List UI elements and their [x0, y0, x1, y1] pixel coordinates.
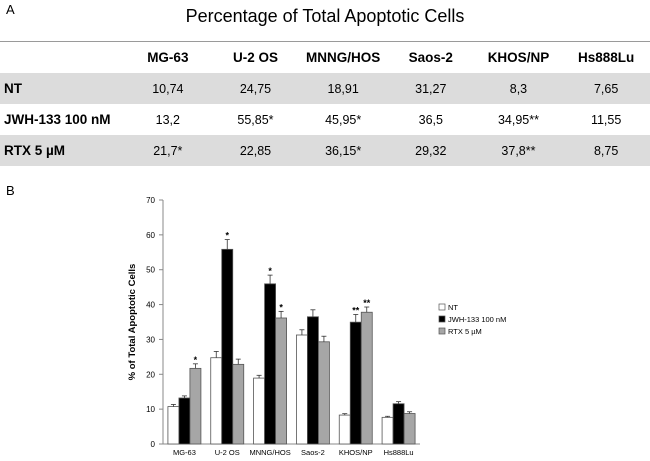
- table-cell: 8,3: [474, 73, 563, 104]
- bar: [349, 321, 362, 445]
- column-header: Saos-2: [386, 41, 475, 73]
- significance-marker: *: [279, 302, 283, 312]
- row-label: RTX 5 µM: [0, 135, 124, 166]
- bar: [307, 316, 319, 445]
- significance-marker: *: [268, 266, 272, 276]
- legend-swatch: [438, 303, 446, 311]
- panel-a-label: A: [6, 2, 15, 17]
- table-cell: 7,65: [562, 73, 650, 104]
- table-cell: 36,5: [418, 112, 443, 127]
- y-tick-label: 60: [146, 231, 155, 240]
- significance-marker: *: [194, 355, 198, 365]
- bar: [264, 283, 276, 445]
- bar: [167, 406, 180, 445]
- table-row: RTX 5 µM 21,7* 22,85 36,15* 29,32 37,8**…: [0, 135, 650, 166]
- y-tick-label: 10: [146, 405, 155, 414]
- row-label: JWH-133 100 nM: [4, 112, 111, 127]
- bar: [232, 363, 245, 445]
- y-tick-label: 20: [146, 370, 155, 379]
- table-row: JWH-133 100 nM 13,2 55,85* 45,95* 36,5 3…: [0, 104, 650, 135]
- bar: [210, 357, 223, 445]
- column-header: Hs888Lu: [562, 41, 650, 73]
- table-cell: 11,55: [590, 112, 622, 127]
- table-cell: 36,15*: [299, 135, 387, 166]
- table-cell: 31,27: [386, 73, 475, 104]
- column-header: U-2 OS: [211, 41, 300, 73]
- legend-swatch: [438, 315, 446, 323]
- bar: [338, 414, 351, 445]
- table-cell: 37,8**: [474, 135, 563, 166]
- significance-marker: **: [352, 306, 360, 316]
- x-tick-label: MG-63: [173, 448, 196, 457]
- table-cell: 34,95**: [497, 112, 539, 127]
- bar: [360, 311, 373, 445]
- apoptosis-table: MG-63 U-2 OS MNNG/HOS Saos-2 KHOS/NP Hs8…: [0, 41, 650, 166]
- table-cell: 8,75: [562, 135, 650, 166]
- legend-label: RTX 5 µM: [448, 327, 482, 336]
- legend-swatch: [438, 327, 446, 335]
- x-tick-label: MNNG/HOS: [249, 448, 290, 457]
- table-header-row: MG-63 U-2 OS MNNG/HOS Saos-2 KHOS/NP Hs8…: [0, 41, 650, 73]
- table-cell: 21,7*: [124, 135, 212, 166]
- significance-marker: *: [225, 231, 229, 241]
- column-header: MG-63: [124, 41, 212, 73]
- y-tick-label: 0: [151, 440, 156, 449]
- legend-label: NT: [448, 303, 458, 312]
- table-cell: 29,32: [386, 135, 475, 166]
- bar: [253, 377, 265, 445]
- table-corner-cell: [0, 41, 124, 73]
- table-title: Percentage of Total Apoptotic Cells: [185, 6, 465, 26]
- column-header: MNNG/HOS: [299, 41, 387, 73]
- table-cell: 55,85*: [237, 112, 274, 127]
- table-cell: 10,74: [124, 73, 212, 104]
- bar: [392, 403, 405, 445]
- table-cell: 22,85: [211, 135, 300, 166]
- table-cell: 24,75: [211, 73, 300, 104]
- bar: [275, 317, 287, 445]
- legend-label: JWH-133 100 nM: [448, 315, 506, 324]
- row-label: NT: [0, 73, 124, 104]
- y-axis-label: % of Total Apoptotic Cells: [127, 264, 138, 381]
- column-header: KHOS/NP: [474, 41, 563, 73]
- y-tick-label: 70: [146, 196, 155, 205]
- bar: [296, 334, 308, 445]
- bar: [318, 341, 330, 445]
- table-row: NT 10,74 24,75 18,91 31,27 8,3 7,65: [0, 73, 650, 104]
- x-tick-label: KHOS/NP: [339, 448, 373, 457]
- panel-b-label: B: [6, 183, 15, 198]
- y-tick-label: 50: [146, 266, 155, 275]
- bar: [221, 248, 234, 445]
- y-tick-label: 40: [146, 301, 155, 310]
- table-cell: 18,91: [299, 73, 387, 104]
- bar: [381, 416, 394, 445]
- x-tick-label: U-2 OS: [215, 448, 240, 457]
- significance-marker: **: [363, 298, 371, 308]
- table-cell: 45,95*: [325, 112, 362, 127]
- bar: [178, 397, 191, 445]
- bar: [403, 413, 416, 445]
- bar: [189, 367, 202, 445]
- table-cell: 13,2: [155, 112, 180, 127]
- y-tick-label: 30: [146, 335, 155, 344]
- x-tick-label: Hs888Lu: [384, 448, 414, 457]
- x-tick-label: Saos-2: [301, 448, 325, 457]
